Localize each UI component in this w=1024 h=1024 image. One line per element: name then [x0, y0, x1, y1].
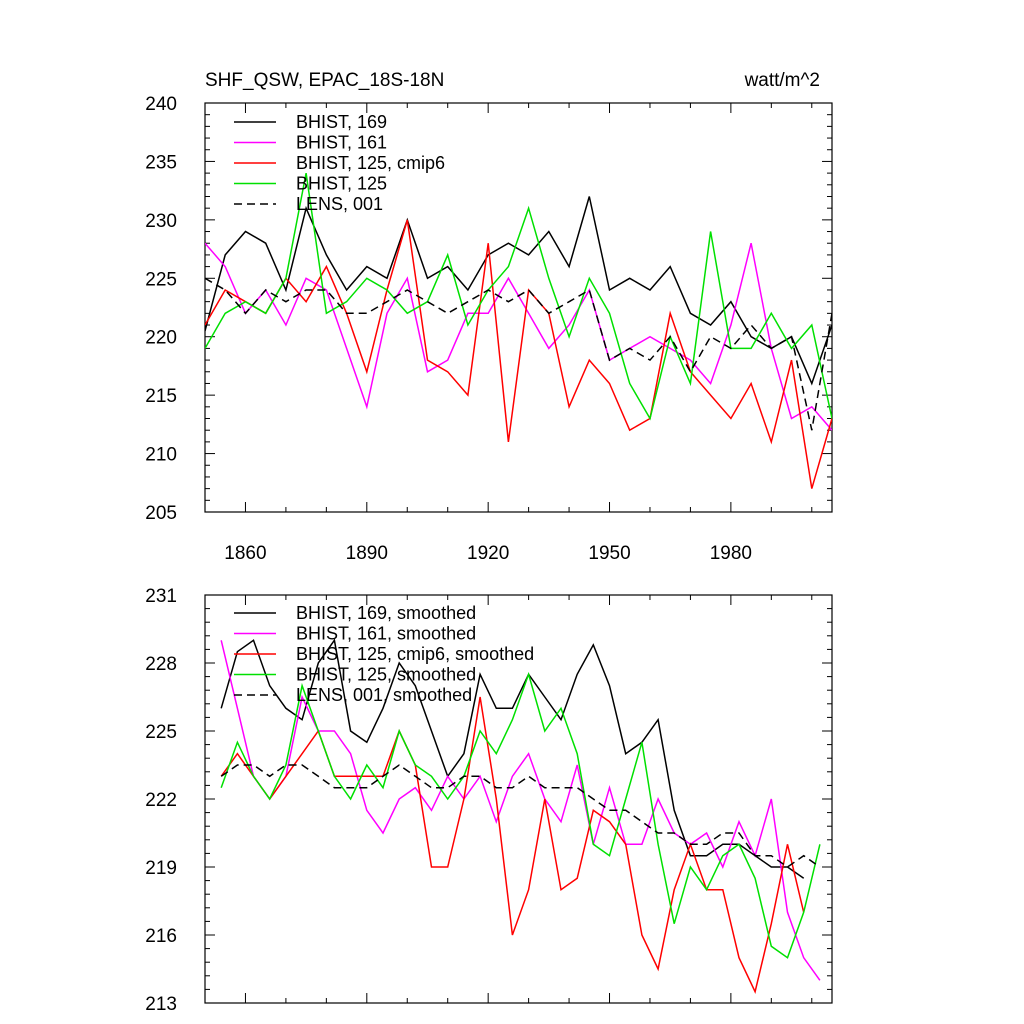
top-y-tick-label: 225 — [145, 269, 177, 290]
bottom-y-tick-label: 231 — [145, 586, 177, 607]
bottom-series-line-0 — [220, 638, 805, 879]
bottom-panel: 213 216 219 222 225 228 231 BHIST, 169, smoothe… — [145, 586, 833, 1015]
bottom-y-tick-label: 228 — [145, 654, 177, 675]
bottom-series-line-3 — [220, 671, 821, 959]
bottom-legend-label: LENS, 001, smoothed — [296, 685, 472, 705]
top-legend-label: BHIST, 125, cmip6 — [296, 153, 445, 173]
top-x-tick-label: 1980 — [710, 543, 752, 564]
bottom-legend-label: BHIST, 169, smoothed — [296, 603, 476, 623]
top-x-tick-label: 1890 — [346, 543, 388, 564]
top-series-line-3 — [205, 172, 832, 421]
units-label: watt/m^2 — [744, 70, 820, 91]
top-x-tick-label: 1950 — [588, 543, 630, 564]
top-y-tick-label: 205 — [145, 503, 177, 524]
bottom-y-tick-label: 225 — [145, 722, 177, 743]
bottom-y-tick-label: 216 — [145, 926, 177, 947]
top-y-tick-label: 215 — [145, 386, 177, 407]
bottom-legend-label: BHIST, 125, cmip6, smoothed — [296, 644, 534, 664]
top-y-tick-label: 220 — [145, 328, 177, 349]
top-y-tick-label: 230 — [145, 211, 177, 232]
bottom-y-tick-label: 222 — [145, 790, 177, 811]
bottom-series-line-4 — [220, 764, 821, 868]
top-legend-label: BHIST, 169 — [296, 112, 387, 132]
top-x-tick-label: 1920 — [467, 543, 509, 564]
top-legend-label: LENS, 001 — [296, 194, 383, 214]
top-plot-frame — [204, 102, 833, 513]
top-y-tick-label: 235 — [145, 152, 177, 173]
top-y-tick-label: 210 — [145, 445, 177, 466]
top-series-line-4 — [205, 277, 832, 431]
top-legend-label: BHIST, 161 — [296, 133, 387, 153]
top-series-line-2 — [205, 219, 832, 489]
bottom-y-tick-label: 219 — [145, 858, 177, 879]
top-legend-label: BHIST, 125 — [296, 174, 387, 194]
top-series-line-0 — [205, 196, 832, 386]
bottom-y-tick-label: 213 — [145, 994, 177, 1015]
chart-title: SHF_QSW, EPAC_18S-18N — [205, 70, 444, 91]
bottom-legend-label: BHIST, 125, smoothed — [296, 665, 476, 685]
top-panel: 205 210 215 220 225 230 235 240 1860 1890 1920 1950… — [145, 94, 833, 564]
top-y-tick-label: 240 — [145, 94, 177, 115]
top-x-tick-label: 1860 — [224, 543, 266, 564]
bottom-legend-label: BHIST, 161, smoothed — [296, 624, 476, 644]
